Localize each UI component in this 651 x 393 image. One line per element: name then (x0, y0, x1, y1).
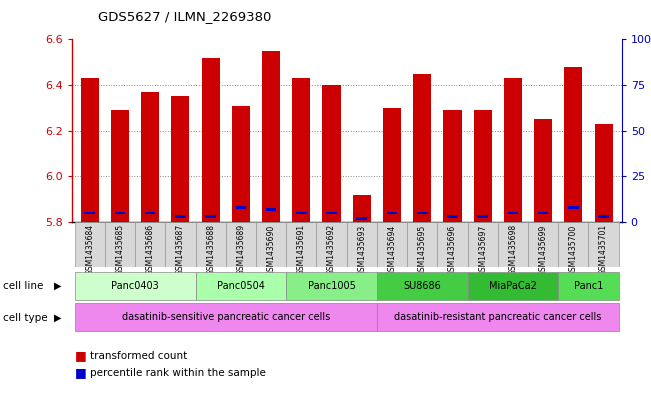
Bar (202, 58, 219, 222)
Bar (81, 78, 99, 222)
Text: GSM1435685: GSM1435685 (115, 224, 124, 275)
Text: GSM1435688: GSM1435688 (206, 224, 215, 275)
Bar (538, 211, 548, 214)
Bar (316, 222, 346, 267)
Bar (437, 222, 467, 267)
Bar (528, 222, 558, 267)
Bar (75, 272, 195, 300)
Text: Panc1: Panc1 (574, 281, 603, 291)
Text: cell line: cell line (3, 281, 44, 291)
Text: GSM1435697: GSM1435697 (478, 224, 487, 275)
Text: GSM1435699: GSM1435699 (538, 224, 547, 275)
Bar (568, 206, 579, 209)
Bar (226, 222, 256, 267)
Bar (558, 272, 618, 300)
Bar (417, 211, 428, 214)
Text: ■: ■ (75, 366, 87, 379)
Text: GSM1435692: GSM1435692 (327, 224, 336, 275)
Text: ▶: ▶ (54, 281, 62, 291)
Text: GSM1435698: GSM1435698 (508, 224, 518, 275)
Bar (443, 110, 462, 222)
Bar (377, 303, 618, 332)
Bar (477, 215, 488, 218)
Bar (141, 92, 159, 222)
Bar (564, 67, 583, 222)
Bar (75, 222, 105, 267)
Text: ■: ■ (75, 349, 87, 362)
Bar (175, 215, 186, 218)
Bar (236, 206, 246, 209)
Bar (467, 222, 498, 267)
Text: GSM1435689: GSM1435689 (236, 224, 245, 275)
Bar (286, 272, 377, 300)
Bar (165, 222, 195, 267)
Bar (322, 85, 340, 222)
Bar (407, 222, 437, 267)
Text: SU8686: SU8686 (404, 281, 441, 291)
Bar (498, 222, 528, 267)
Bar (387, 211, 397, 214)
Bar (377, 222, 407, 267)
Text: transformed count: transformed count (90, 351, 187, 361)
Bar (105, 222, 135, 267)
Bar (171, 96, 189, 222)
Bar (85, 211, 95, 214)
Bar (296, 211, 307, 214)
Text: percentile rank within the sample: percentile rank within the sample (90, 367, 266, 378)
Bar (135, 222, 165, 267)
Bar (256, 222, 286, 267)
Bar (534, 119, 552, 222)
Bar (75, 303, 377, 332)
Bar (326, 211, 337, 214)
Bar (558, 222, 589, 267)
Bar (377, 272, 467, 300)
Text: GSM1435694: GSM1435694 (387, 224, 396, 275)
Text: Panc0504: Panc0504 (217, 281, 265, 291)
Text: GSM1435687: GSM1435687 (176, 224, 185, 275)
Bar (195, 272, 286, 300)
Text: GSM1435690: GSM1435690 (267, 224, 275, 275)
Bar (266, 208, 277, 211)
Text: GSM1435691: GSM1435691 (297, 224, 306, 275)
Bar (413, 73, 431, 222)
Text: GSM1435696: GSM1435696 (448, 224, 457, 275)
Bar (589, 222, 618, 267)
Text: GSM1435701: GSM1435701 (599, 224, 608, 275)
Text: ▶: ▶ (54, 312, 62, 323)
Bar (467, 272, 558, 300)
Text: GSM1435684: GSM1435684 (85, 224, 94, 275)
Text: Panc1005: Panc1005 (308, 281, 355, 291)
Bar (508, 211, 518, 214)
Bar (232, 106, 250, 222)
Text: GSM1435695: GSM1435695 (418, 224, 426, 275)
Bar (205, 215, 216, 218)
Text: dasatinib-resistant pancreatic cancer cells: dasatinib-resistant pancreatic cancer ce… (394, 312, 602, 322)
Bar (447, 215, 458, 218)
Bar (353, 195, 371, 222)
Bar (357, 217, 367, 220)
Text: GSM1435693: GSM1435693 (357, 224, 367, 275)
Bar (195, 222, 226, 267)
Bar (115, 211, 125, 214)
Bar (145, 211, 156, 214)
Text: GSM1435686: GSM1435686 (146, 224, 155, 275)
Bar (111, 110, 129, 222)
Text: MiaPaCa2: MiaPaCa2 (489, 281, 537, 291)
Text: Panc0403: Panc0403 (111, 281, 159, 291)
Text: GDS5627 / ILMN_2269380: GDS5627 / ILMN_2269380 (98, 10, 271, 23)
Bar (504, 78, 522, 222)
Bar (346, 222, 377, 267)
Bar (292, 78, 311, 222)
Text: dasatinib-sensitive pancreatic cancer cells: dasatinib-sensitive pancreatic cancer ce… (122, 312, 330, 322)
Bar (473, 110, 492, 222)
Bar (383, 108, 401, 222)
Bar (594, 124, 613, 222)
Bar (262, 51, 280, 222)
Text: cell type: cell type (3, 312, 48, 323)
Text: GSM1435700: GSM1435700 (569, 224, 578, 275)
Bar (286, 222, 316, 267)
Bar (598, 215, 609, 218)
